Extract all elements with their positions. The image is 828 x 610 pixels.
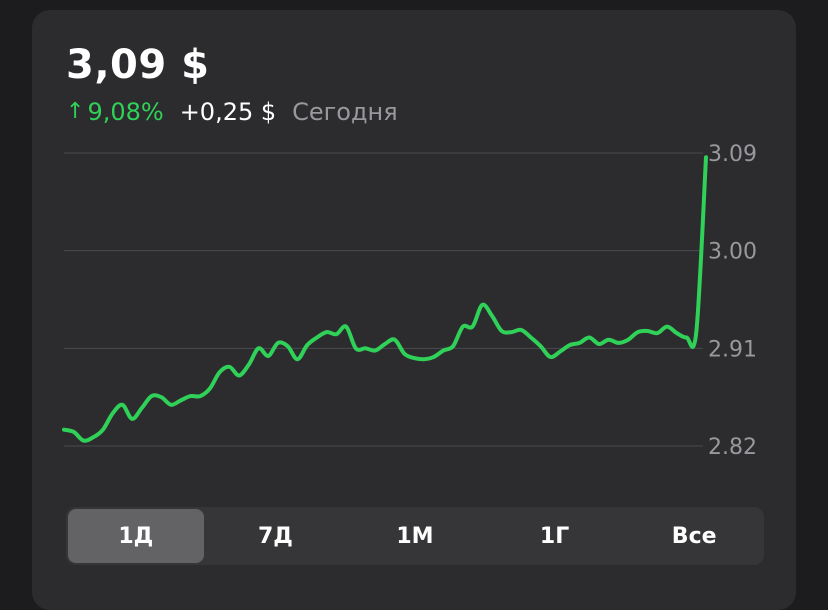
range-option-1[interactable]: 1Д: [68, 509, 204, 563]
y-tick-label: 2.91: [708, 337, 757, 362]
y-tick-label: 3.09: [708, 142, 757, 167]
current-price: 3,09 $: [66, 42, 210, 88]
range-option-3[interactable]: 1М: [396, 523, 434, 549]
price-line: [62, 155, 708, 443]
period-label: Сегодня: [292, 98, 398, 126]
change-row: ↑ 9,08% +0,25 $ Сегодня: [66, 96, 398, 128]
range-option-2[interactable]: 7Д: [257, 523, 293, 549]
change-absolute: +0,25 $: [179, 98, 277, 126]
range-selector: 1Д 7Д 1М 1Г Все: [66, 507, 764, 565]
range-option-4[interactable]: 1Г: [539, 523, 570, 549]
y-tick-label: 3.00: [708, 240, 757, 265]
arrow-up-icon: ↑: [66, 99, 85, 124]
range-option-5[interactable]: Все: [671, 523, 717, 549]
change-percent: 9,08%: [87, 98, 164, 126]
y-tick-label: 2.82: [708, 435, 757, 460]
